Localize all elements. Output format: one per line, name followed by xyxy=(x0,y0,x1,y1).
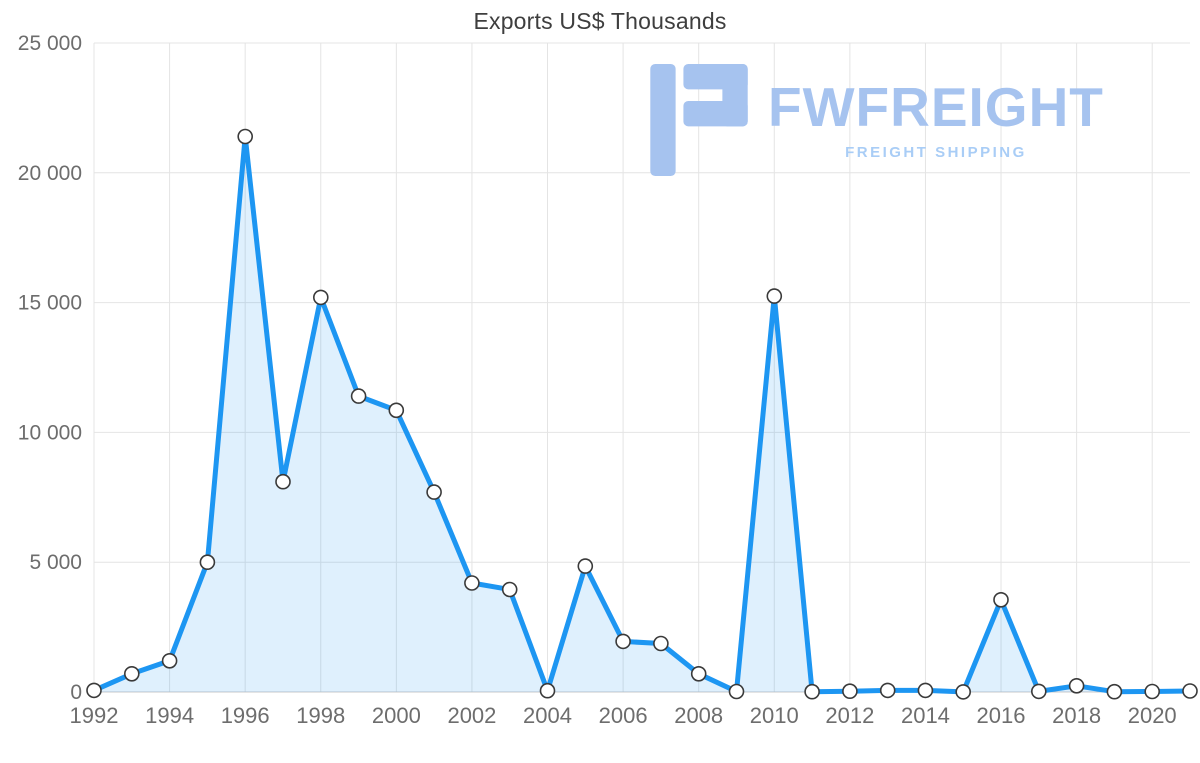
data-point xyxy=(388,402,405,419)
y-axis-tick-label: 20 000 xyxy=(18,162,82,185)
data-point xyxy=(577,558,594,574)
x-axis-tick-label: 2016 xyxy=(977,703,1026,728)
x-axis-tick-label: 2002 xyxy=(447,703,496,728)
x-axis-tick-label: 2020 xyxy=(1128,703,1177,728)
data-point xyxy=(1106,683,1123,700)
x-axis-tick-label: 1998 xyxy=(296,703,345,728)
x-axis-tick-label: 2014 xyxy=(901,703,950,728)
data-point xyxy=(426,484,442,500)
data-point xyxy=(501,581,518,598)
watermark-text: FWFREIGHT FREIGHT SHIPPING xyxy=(768,75,1104,161)
data-point xyxy=(199,554,216,571)
chart-title: Exports US$ Thousands xyxy=(473,8,727,34)
data-point xyxy=(275,473,291,490)
data-point xyxy=(690,665,707,682)
x-axis-tick-label: 2010 xyxy=(750,703,799,728)
x-axis-tick-label: 2018 xyxy=(1052,703,1101,728)
data-point xyxy=(804,683,820,700)
data-point xyxy=(464,575,480,591)
trend-line xyxy=(91,134,1193,695)
data-point xyxy=(1144,683,1160,700)
watermark-brand-text: FWFREIGHT xyxy=(768,75,1104,138)
data-point xyxy=(312,289,329,306)
data-point xyxy=(955,684,972,700)
x-axis-tick-label: 1994 xyxy=(145,703,194,728)
x-axis-tick-label: 2006 xyxy=(599,703,648,728)
data-point xyxy=(993,591,1009,608)
area-fill xyxy=(94,136,1190,692)
y-axis-tick-label: 15 000 xyxy=(18,292,82,315)
x-axis-tick-label: 2012 xyxy=(825,703,874,728)
data-point xyxy=(879,682,896,699)
data-point xyxy=(842,683,858,700)
data-point xyxy=(237,128,253,145)
x-axis-tick-label: 1996 xyxy=(221,703,270,728)
watermark-tagline-text: FREIGHT SHIPPING xyxy=(845,143,1027,161)
data-point xyxy=(766,288,783,304)
watermark: FWFREIGHT FREIGHT SHIPPING xyxy=(650,64,1104,176)
data-point xyxy=(350,388,367,404)
data-point xyxy=(728,683,745,700)
fwfreight-logo-icon xyxy=(650,64,748,176)
data-point xyxy=(161,652,178,669)
x-axis-tick-label: 1992 xyxy=(70,703,119,728)
data-point xyxy=(615,633,631,650)
x-axis-tick-label: 2000 xyxy=(372,703,421,728)
data-point xyxy=(1182,683,1198,699)
data-point xyxy=(1068,677,1085,694)
data-point xyxy=(917,682,934,699)
axis-tick-labels: 0 5 000 10 000 15 000 20 000 25 000 1992 1994 19… xyxy=(18,32,1177,728)
x-axis-tick-label: 2004 xyxy=(523,703,572,728)
y-axis-tick-label: 10 000 xyxy=(18,421,82,444)
x-axis-tick-label: 2008 xyxy=(674,703,723,728)
y-axis-tick-label: 0 xyxy=(70,681,82,704)
data-point xyxy=(539,682,556,699)
y-axis-tick-label: 5 000 xyxy=(29,551,82,574)
data-point xyxy=(124,665,140,682)
data-point xyxy=(1031,683,1047,700)
data-point xyxy=(86,682,102,699)
data-point xyxy=(653,635,669,652)
gridlines xyxy=(93,42,1190,693)
series xyxy=(86,128,1198,700)
y-axis-tick-label: 25 000 xyxy=(18,32,82,55)
